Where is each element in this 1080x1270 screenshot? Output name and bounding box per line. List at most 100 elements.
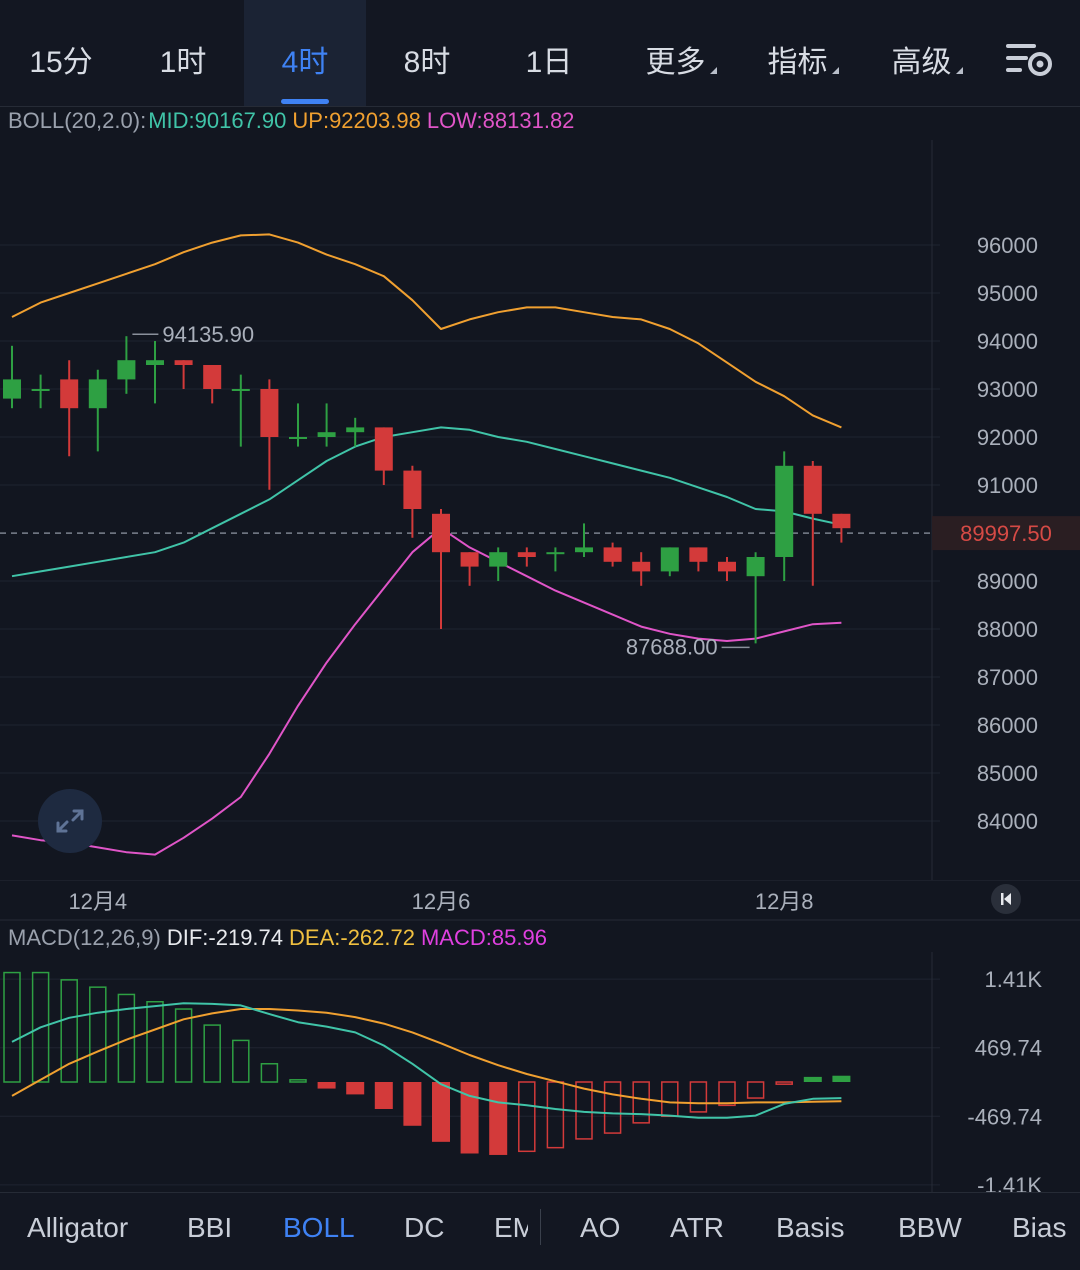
macd-histogram-bar [546,1081,565,1149]
indicator-basis[interactable]: Basis [776,1193,844,1270]
y-tick-label: 91000 [977,473,1038,498]
tab-label: 8时 [403,46,451,79]
y-tick-label: 93000 [977,377,1038,402]
dropdown-caret-icon [831,67,839,74]
boll-legend-name: BOLL(20,2.0): [8,108,147,133]
indicator-bbw[interactable]: BBW [898,1193,962,1270]
y-tick-label: 85000 [977,761,1038,786]
macd-histogram-bar [632,1081,650,1124]
tab-label: 4时 [281,46,329,79]
candle-body [432,513,450,553]
tab-label: 1日 [525,46,573,79]
macd-legend-name: MACD(12,26,9) [8,925,161,950]
macd-histogram-bar [60,979,78,1083]
time-axis: 12月4 12月6 12月8 [0,880,1080,921]
indicator-label: DC [404,1212,445,1243]
low-marker-label: 87688.00 [626,634,718,659]
chart-settings-icon[interactable] [1004,40,1056,80]
tab-8h[interactable]: 8时 [366,0,488,106]
boll-legend-mid: MID:90167.90 [148,108,287,133]
indicator-ao[interactable]: AO [580,1193,620,1270]
indicator-divider [540,1209,541,1245]
candle-body [517,552,536,557]
tab-label: 15分 [29,46,93,79]
y-tick-label: 95000 [977,281,1038,306]
macd-histogram-bar [374,1082,393,1109]
y-tick-label: 86000 [977,713,1038,738]
macd-histogram-bar [803,1076,822,1082]
indicator-label: ATR [670,1212,724,1243]
price-chart[interactable]: 96000 95000 94000 93000 92000 91000 89000 88000… [0,140,1080,920]
tab-advanced[interactable]: 高级 [866,0,988,106]
candle-body [803,465,822,514]
y-tick-label: 87000 [977,665,1038,690]
candle-body [88,379,107,409]
indicator-label: BOLL [283,1212,355,1243]
tab-label: 更多 [645,46,706,79]
candle-body [203,365,222,389]
macd-y-tick-label: 469.74 [975,1036,1042,1061]
candle-body [174,360,193,365]
candle-body [832,513,851,529]
candle-body [260,389,279,437]
macd-histogram-bar [260,1063,279,1083]
tab-indicators[interactable]: 指标 [742,0,864,106]
macd-histogram-bar [232,1039,250,1083]
candle-body [489,552,508,567]
macd-histogram-bar [489,1082,508,1155]
macd-histogram-bar [403,1082,422,1126]
dropdown-caret-icon [709,67,717,74]
macd-y-tick-label: -1.41K [977,1173,1042,1192]
tab-15m[interactable]: 15分 [0,0,122,106]
boll-lower-band [11,527,842,856]
candle-body [603,547,622,562]
jump-to-latest-button[interactable] [991,884,1021,914]
candle-body [31,389,50,391]
boll-legend-low: LOW:88131.82 [426,108,575,133]
indicator-bar: Alligator BBI BOLL DC EM AO ATR Basis BB… [0,1192,1080,1270]
y-tick-label: 89000 [977,569,1038,594]
macd-histogram-bar [203,1024,221,1083]
candle-body [775,465,794,557]
candle-body [346,427,365,433]
indicator-alligator[interactable]: Alligator [27,1193,128,1270]
indicator-boll[interactable]: BOLL [283,1193,355,1270]
current-price-label: 89997.50 [960,521,1052,546]
macd-histogram-bar [432,1082,450,1142]
macd-chart[interactable]: 1.41K 469.74 -469.74 -1.41K [0,952,1080,1192]
macd-histogram-bar [146,1000,164,1083]
macd-histogram-bar [31,971,50,1083]
macd-legend-dif: DIF:-219.74 [166,925,284,950]
indicator-label: BBW [898,1212,962,1243]
indicator-bias[interactable]: Bias [1012,1193,1066,1270]
indicator-em[interactable]: EM [494,1193,528,1270]
candle-body [689,547,708,562]
active-tab-indicator [281,99,329,104]
tab-label: 1时 [159,46,207,79]
indicator-dc[interactable]: DC [404,1193,444,1270]
indicator-label: AO [580,1212,621,1243]
high-marker-label: 94135.90 [162,322,254,347]
indicator-label: BBI [187,1212,233,1243]
macd-histogram-bar [661,1081,679,1118]
timeframe-bar: 15分 1时 4时 8时 1日 更多 指标 高级 [0,0,1080,107]
macd-histogram-bar [317,1082,336,1089]
macd-histogram-bar [832,1075,851,1082]
tab-more[interactable]: 更多 [620,0,742,106]
macd-legend-macd: MACD:85.96 [420,925,547,950]
macd-histogram-bar [289,1079,307,1083]
current-price-tag [932,516,1080,551]
tab-4h[interactable]: 4时 [244,0,366,106]
indicator-label: Bias [1012,1212,1067,1243]
macd-histogram-bar [689,1081,708,1113]
indicator-bbi[interactable]: BBI [187,1193,232,1270]
x-tick-label: 12月8 [755,889,814,914]
expand-chart-button[interactable] [38,789,102,853]
indicator-atr[interactable]: ATR [670,1193,724,1270]
candle-body [374,427,393,471]
y-tick-label: 94000 [977,329,1038,354]
tab-1h[interactable]: 1时 [122,0,244,106]
tab-1d[interactable]: 1日 [488,0,610,106]
indicator-label: Alligator [27,1212,129,1243]
boll-legend-up: UP:92203.98 [292,108,421,133]
